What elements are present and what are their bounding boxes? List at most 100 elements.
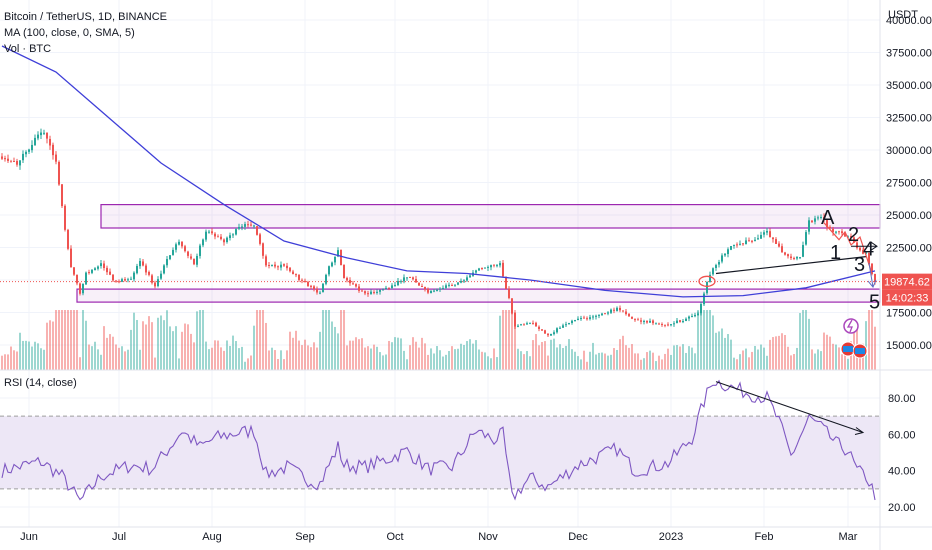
- time-tick-label: Nov: [478, 531, 498, 543]
- volume-bar: [376, 346, 378, 370]
- volume-bar: [265, 322, 267, 370]
- candle-body: [658, 323, 660, 325]
- candle-body: [64, 205, 66, 230]
- volume-bar: [37, 343, 39, 370]
- volume-bar: [409, 345, 411, 370]
- price-tick-label: 27500.00: [886, 178, 932, 190]
- candle-body: [856, 242, 858, 248]
- volume-bar: [28, 341, 30, 370]
- volume-bar: [319, 331, 321, 370]
- candle-body: [262, 243, 264, 256]
- volume-bar: [688, 346, 690, 370]
- candle-body: [550, 333, 552, 336]
- price-tick-label: 25000.00: [886, 210, 932, 222]
- candle-body: [322, 283, 324, 293]
- volume-bar: [358, 339, 360, 370]
- candle-body: [874, 273, 876, 283]
- volume-bar: [703, 310, 705, 370]
- price-tick-label: 22500.00: [886, 243, 932, 255]
- wave-label-a: A: [821, 207, 835, 229]
- price-tick-label: 30000.00: [886, 145, 932, 157]
- volume-bar: [733, 357, 735, 370]
- volume-bar: [556, 347, 558, 370]
- volume-bar: [706, 310, 708, 370]
- rsi-legend[interactable]: RSI (14, close): [4, 377, 77, 389]
- candle-body: [682, 321, 684, 323]
- volume-bar: [337, 333, 339, 370]
- volume-bar: [565, 345, 567, 370]
- candle-body: [310, 285, 312, 287]
- volume-bar: [790, 355, 792, 370]
- candle-body: [46, 132, 48, 139]
- candle-body: [328, 266, 330, 275]
- candle-body: [247, 224, 249, 226]
- countdown-badge-text: 14:02:33: [886, 293, 929, 305]
- volume-bar: [397, 337, 399, 370]
- candle-body: [595, 315, 597, 317]
- symbol-legend[interactable]: Bitcoin / TetherUS, 1D, BINANCE: [4, 11, 168, 23]
- volume-bar: [592, 342, 594, 370]
- volume-bar: [637, 353, 639, 370]
- candle-body: [340, 249, 342, 266]
- candle-body: [346, 277, 348, 281]
- volume-bar: [139, 349, 141, 370]
- candle-body: [367, 293, 369, 295]
- candle-body: [118, 281, 120, 283]
- volume-bar: [568, 339, 570, 370]
- volume-bar: [847, 358, 849, 370]
- candle-body: [469, 275, 471, 278]
- volume-bar: [7, 354, 9, 370]
- volume-bar: [202, 310, 204, 370]
- candle-body: [193, 258, 195, 265]
- volume-legend[interactable]: Vol · BTC: [4, 43, 52, 55]
- candle-body: [832, 228, 834, 233]
- candle-body: [7, 158, 9, 161]
- candle-body: [442, 288, 444, 290]
- candle-body: [286, 265, 288, 269]
- ma-legend[interactable]: MA (100, close, 0, SMA, 5): [4, 27, 135, 39]
- candle-body: [661, 324, 663, 326]
- candle-body: [781, 246, 783, 253]
- volume-bar: [403, 350, 405, 370]
- volume-bar: [631, 344, 633, 370]
- user-drawings[interactable]: A 12 34 5: [698, 207, 880, 314]
- candle-body: [73, 267, 75, 275]
- volume-bar: [649, 350, 651, 370]
- candle-body: [871, 263, 873, 274]
- candle-body: [34, 137, 36, 146]
- wave-label-3: 3: [854, 254, 865, 276]
- volume-bar: [289, 331, 291, 370]
- candle-body: [196, 256, 198, 265]
- candle-body: [166, 259, 168, 266]
- volume-bar: [163, 320, 165, 370]
- candle-body: [592, 316, 594, 318]
- volume-bar: [385, 354, 387, 370]
- candle-body: [211, 231, 213, 234]
- candle-body: [598, 314, 600, 316]
- candle-body: [343, 264, 345, 279]
- candle-body: [391, 285, 393, 288]
- time-tick-label: Feb: [755, 531, 774, 543]
- rsi-arrowhead-icon: [854, 427, 865, 436]
- candle-body: [538, 326, 540, 329]
- candle-body: [91, 269, 93, 273]
- candle-body: [649, 320, 651, 323]
- volume-bar: [238, 348, 240, 370]
- volume-bar: [73, 310, 75, 370]
- candle-body: [298, 274, 300, 280]
- volume-bar: [685, 352, 687, 370]
- candle-body: [43, 132, 45, 134]
- volume-bar: [262, 310, 264, 370]
- candle-body: [31, 144, 33, 151]
- candle-body: [55, 154, 57, 162]
- volume-bar: [493, 348, 495, 370]
- volume-bar: [589, 351, 591, 370]
- candle-body: [439, 288, 441, 290]
- volume-bar: [187, 324, 189, 370]
- volume-bar: [571, 349, 573, 370]
- volume-bar: [58, 310, 60, 370]
- candle-body: [265, 256, 267, 266]
- candle-body: [751, 240, 753, 242]
- candle-body: [823, 216, 825, 220]
